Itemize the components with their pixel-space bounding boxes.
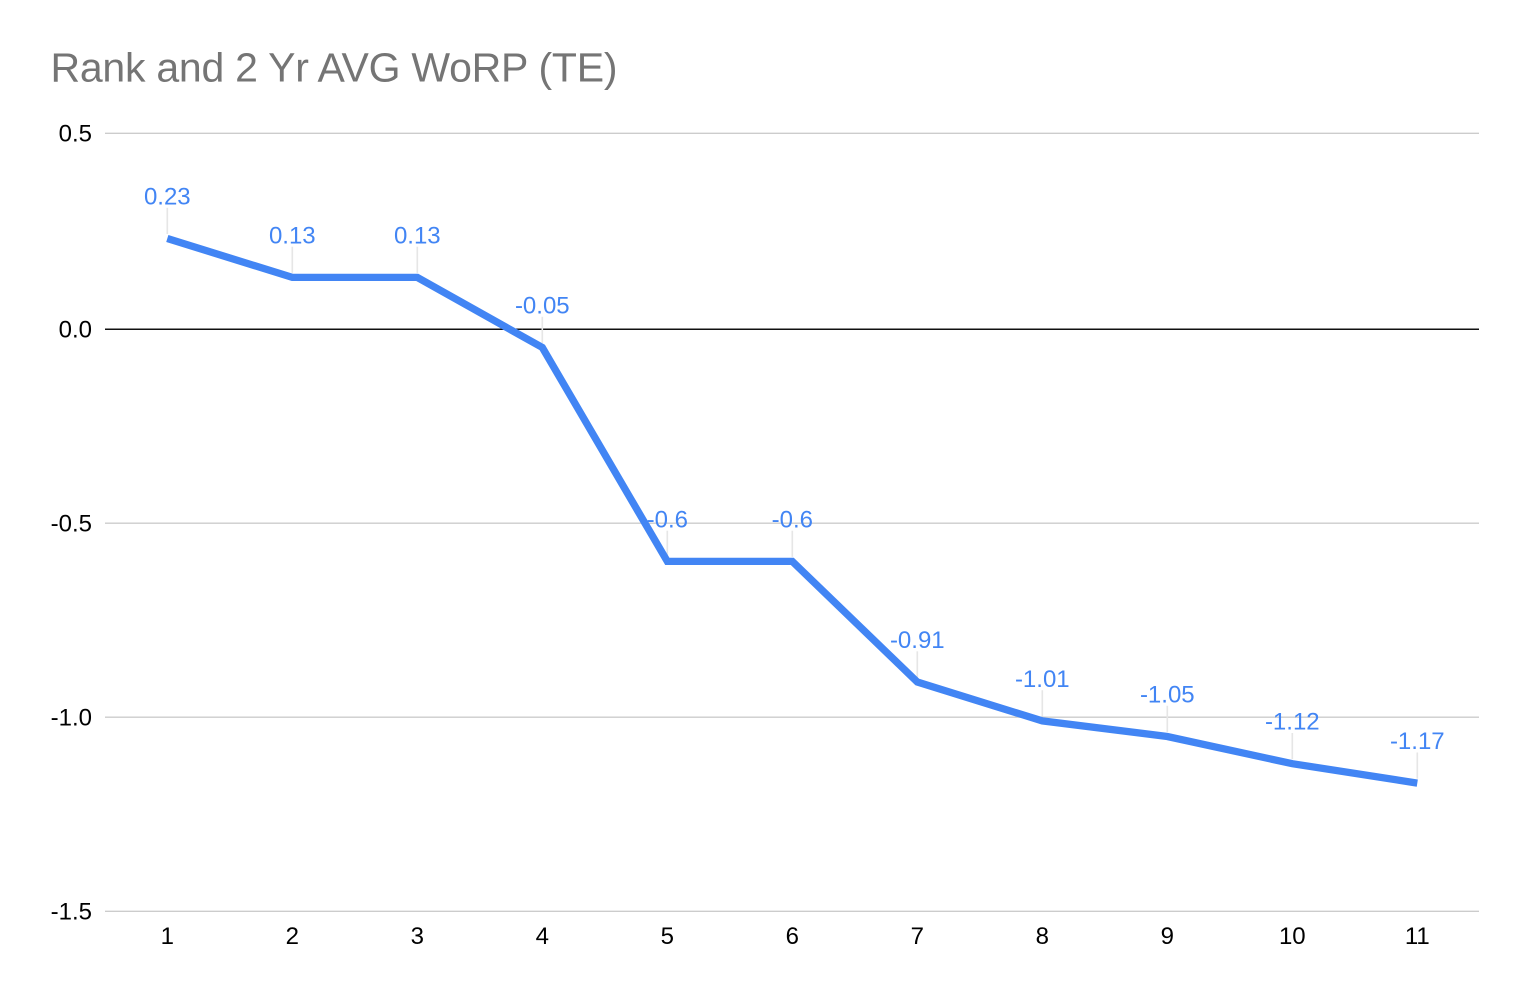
svg-text:0.23: 0.23: [144, 184, 191, 211]
svg-text:-1.12: -1.12: [1265, 709, 1320, 736]
svg-text:-1.0: -1.0: [51, 705, 92, 732]
svg-text:6: 6: [786, 923, 799, 950]
svg-text:5: 5: [661, 923, 674, 950]
svg-text:-0.6: -0.6: [647, 506, 688, 533]
svg-text:8: 8: [1036, 923, 1049, 950]
svg-text:0.5: 0.5: [59, 121, 92, 148]
svg-text:-0.91: -0.91: [890, 627, 945, 654]
svg-text:-1.5: -1.5: [51, 899, 92, 926]
svg-text:0.13: 0.13: [269, 222, 316, 249]
svg-text:0.0: 0.0: [59, 317, 92, 344]
svg-text:9: 9: [1161, 923, 1174, 950]
svg-text:-0.6: -0.6: [772, 506, 813, 533]
svg-text:4: 4: [536, 923, 549, 950]
svg-text:-0.5: -0.5: [51, 511, 92, 538]
svg-text:Rank and 2 Yr AVG WoRP (TE): Rank and 2 Yr AVG WoRP (TE): [51, 45, 618, 91]
svg-text:2: 2: [286, 923, 299, 950]
svg-text:-0.05: -0.05: [515, 293, 570, 320]
svg-text:1: 1: [161, 923, 174, 950]
svg-text:3: 3: [411, 923, 424, 950]
svg-text:11: 11: [1405, 923, 1430, 950]
svg-text:0.13: 0.13: [394, 222, 441, 249]
svg-text:7: 7: [911, 923, 924, 950]
svg-text:-1.05: -1.05: [1140, 682, 1195, 709]
svg-text:-1.01: -1.01: [1015, 666, 1070, 693]
svg-text:10: 10: [1279, 923, 1306, 950]
svg-text:-1.17: -1.17: [1390, 728, 1445, 755]
